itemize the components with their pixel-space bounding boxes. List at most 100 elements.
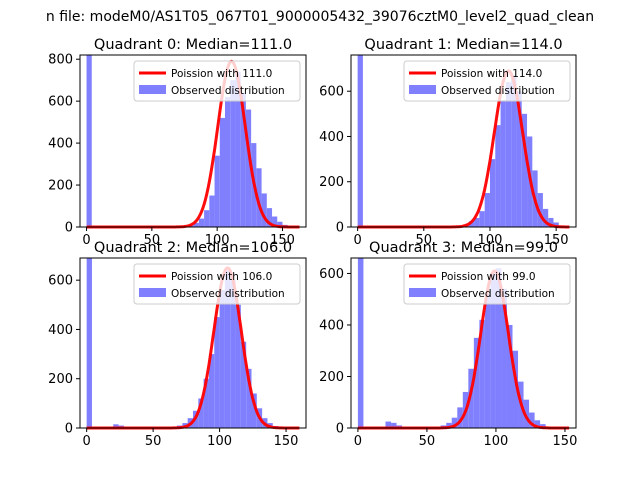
- histogram-bar: [86, 55, 92, 227]
- panels: 0 50 100 150 0 200 400 600 800 Quadrant 0: Median…: [48, 37, 577, 449]
- histogram-bar: [385, 421, 392, 428]
- histogram-bar: [512, 350, 519, 428]
- panel-title: Quadrant 1: Median=114.0: [364, 37, 562, 53]
- y-tick-label: 200: [319, 370, 344, 385]
- x-tick-label: 50: [416, 233, 433, 248]
- histogram-bar: [521, 113, 528, 227]
- axes-frame: [79, 54, 307, 228]
- axes-frame: [350, 54, 577, 228]
- histogram-bar: [516, 91, 522, 227]
- histogram-bar: [451, 417, 458, 428]
- histogram-bar: [523, 399, 530, 428]
- y-tick-label: 400: [319, 318, 344, 333]
- axes-frame: [79, 257, 307, 429]
- histogram-bar: [357, 55, 363, 227]
- histogram-bar: [235, 71, 241, 227]
- legend-poisson-label: Poission with 99.0: [441, 271, 536, 283]
- y-tick-label: 200: [319, 175, 344, 190]
- histogram-bar: [484, 193, 490, 227]
- histogram-bar: [495, 125, 501, 227]
- histogram-bar: [204, 210, 210, 227]
- legend: Poission with 111.0 Observed distribution: [133, 60, 301, 102]
- histogram-bar: [256, 168, 262, 227]
- histogram-bar: [540, 424, 546, 428]
- histogram-bar: [246, 368, 252, 428]
- y-tick-label: 600: [319, 267, 344, 282]
- quadrant-panel-2: 0 50 100 150 0 200 400 600 Quadrant 2: Median=10…: [48, 240, 307, 449]
- legend-observed-label: Observed distribution: [171, 288, 285, 300]
- x-tick-label: 0: [353, 233, 361, 248]
- histogram-bar: [457, 407, 463, 428]
- histogram-bar: [198, 398, 204, 428]
- histogram-bar: [214, 317, 220, 428]
- legend-observed-label: Observed distribution: [441, 85, 555, 97]
- histogram-bar: [529, 412, 535, 428]
- axes-frame: [350, 257, 577, 429]
- histogram-bar: [240, 341, 247, 428]
- histogram-bar: [537, 193, 543, 227]
- panel-title: Quadrant 2: Median=106.0: [94, 240, 292, 256]
- x-tick-label: 100: [484, 434, 509, 449]
- x-tick-label: 50: [145, 434, 162, 449]
- histogram-bar: [484, 294, 491, 428]
- histogram-bar: [193, 222, 199, 227]
- y-tick-label: 600: [48, 274, 73, 289]
- x-tick-label: 150: [274, 434, 299, 449]
- histogram-bar: [272, 216, 278, 227]
- legend-box: [133, 263, 301, 305]
- quadrant-panel-1: 0 50 100 150 0 200 400 600 Quadrant 1: Median=11…: [319, 37, 577, 248]
- histogram-bar: [219, 290, 225, 428]
- x-tick-label: 100: [205, 233, 230, 248]
- x-tick-label: 150: [553, 434, 578, 449]
- histogram-bar: [473, 337, 480, 428]
- histogram-bar: [489, 159, 496, 227]
- histogram-bar: [266, 208, 273, 227]
- histogram-bar: [214, 155, 220, 227]
- histogram-bar: [235, 304, 241, 428]
- y-tick-label: 400: [319, 130, 344, 145]
- y-tick-label: 400: [48, 137, 73, 152]
- histogram-bar: [534, 420, 541, 428]
- figure-suptitle: n file: modeM0/AS1T05_067T01_9000005432_…: [46, 9, 594, 25]
- histogram-bar: [209, 195, 215, 227]
- x-tick-label: 100: [478, 233, 503, 248]
- legend: Poission with 106.0 Observed distribution: [133, 263, 301, 305]
- x-tick-label: 150: [270, 233, 295, 248]
- histogram-bar: [203, 378, 209, 428]
- histogram-bar: [506, 324, 513, 428]
- legend: Poission with 99.0 Observed distribution: [403, 263, 571, 305]
- histogram-bar: [230, 80, 236, 227]
- histogram-bar: [553, 222, 559, 227]
- legend-poisson-label: Poission with 111.0: [171, 68, 272, 80]
- histogram-bar: [277, 221, 283, 227]
- histogram-bar: [468, 221, 475, 227]
- histogram-bar: [479, 319, 485, 428]
- histogram-bar: [501, 288, 507, 428]
- histogram-bar: [357, 258, 364, 428]
- histogram-bar: [511, 75, 517, 227]
- histogram-bar: [500, 100, 506, 227]
- histogram-bar: [208, 354, 215, 428]
- histogram-bar: [198, 218, 205, 227]
- histogram-bar: [86, 258, 92, 428]
- x-tick-label: 150: [544, 233, 569, 248]
- legend-box: [403, 60, 571, 102]
- histogram-bar: [251, 393, 257, 428]
- x-tick-label: 50: [144, 233, 161, 248]
- histogram-bar: [240, 92, 246, 227]
- y-tick-label: 200: [48, 179, 73, 194]
- x-tick-label: 0: [82, 233, 90, 248]
- histogram-bar: [391, 422, 397, 428]
- legend-poisson-label: Poission with 114.0: [441, 68, 542, 80]
- legend-box: [133, 60, 301, 102]
- quadrant-panel-0: 0 50 100 150 0 200 400 600 800 Quadrant 0: Median…: [48, 37, 307, 248]
- legend-observed-swatch: [409, 288, 436, 297]
- legend-poisson-label: Poission with 106.0: [171, 271, 272, 283]
- histogram-bar: [261, 193, 267, 227]
- legend-box: [403, 263, 571, 305]
- y-tick-label: 0: [336, 221, 344, 236]
- x-tick-label: 50: [419, 434, 436, 449]
- legend-observed-label: Observed distribution: [171, 85, 285, 97]
- legend-observed-label: Observed distribution: [441, 288, 555, 300]
